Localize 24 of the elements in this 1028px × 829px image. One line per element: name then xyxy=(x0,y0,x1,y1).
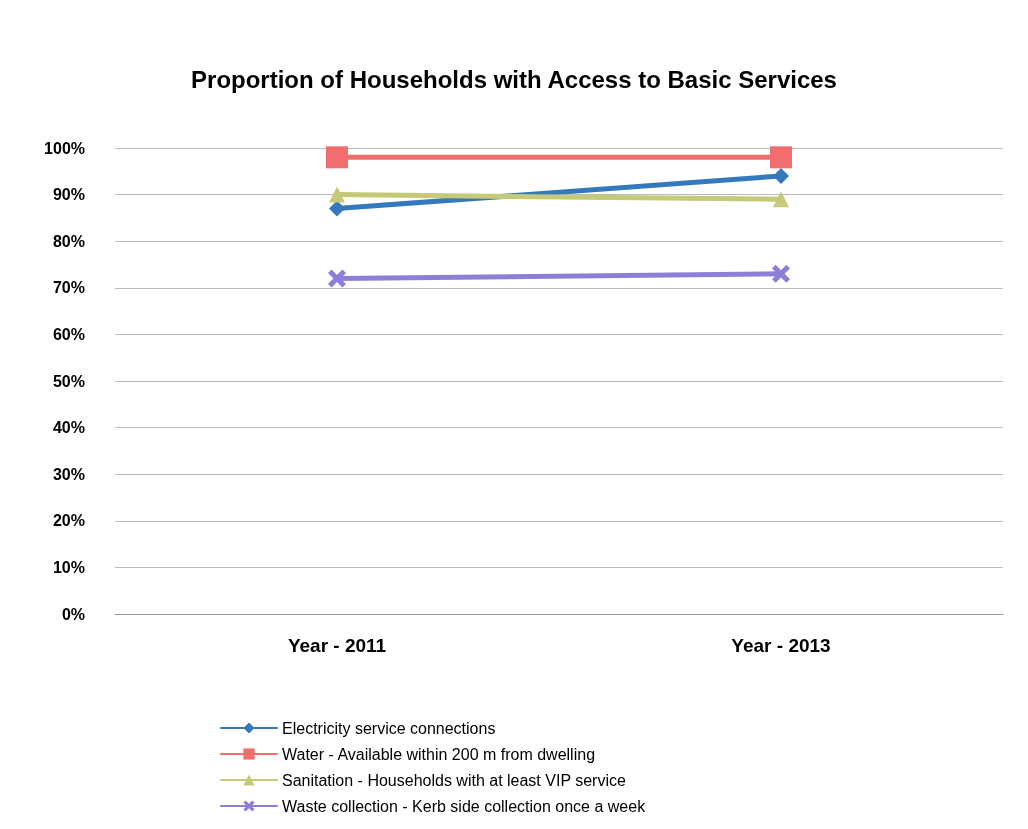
legend-label: Water - Available within 200 m from dwelling xyxy=(282,745,596,763)
chart-title: Proportion of Households with Access to Basic Services xyxy=(191,65,837,93)
legend-label: Electricity service connections xyxy=(282,719,496,737)
x-tick-label: Year - 2011 xyxy=(287,635,387,656)
y-tick-label: 0% xyxy=(61,605,85,623)
x-tick-label: Year - 2013 xyxy=(731,635,831,656)
y-tick-label: 70% xyxy=(52,279,85,297)
point xyxy=(326,146,348,169)
y-tick-label: 80% xyxy=(52,232,85,250)
y-tick-label: 40% xyxy=(52,419,85,437)
y-tick-label: 30% xyxy=(52,465,85,483)
point xyxy=(770,146,792,169)
point xyxy=(328,269,346,288)
y-tick-label: 50% xyxy=(52,372,85,390)
point xyxy=(329,200,345,217)
point xyxy=(773,167,789,184)
y-tick-label: 90% xyxy=(52,186,85,204)
point xyxy=(772,264,790,283)
y-tick-label: 100% xyxy=(44,139,85,157)
y-tick-label: 20% xyxy=(52,512,85,530)
legend-label: Waste collection - Kerb side collection once a week xyxy=(282,797,647,815)
legend-label: Sanitation - Households with at least VIP service xyxy=(282,771,626,789)
y-tick-label: 60% xyxy=(52,325,85,343)
y-tick-label: 10% xyxy=(52,558,85,576)
